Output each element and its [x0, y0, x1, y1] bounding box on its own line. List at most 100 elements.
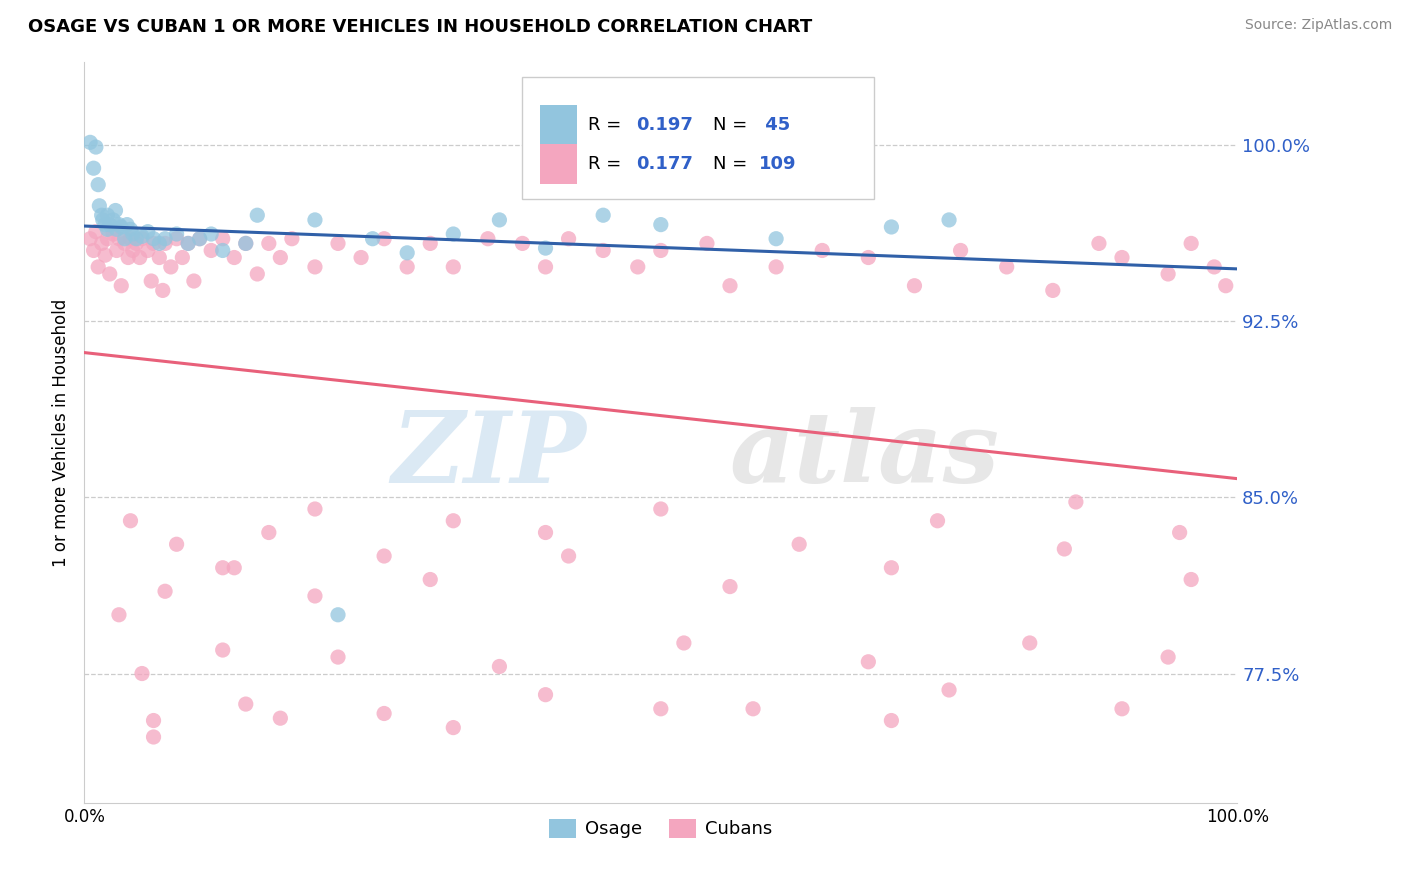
Point: [166, 537, 188, 551]
Text: atlas: atlas: [730, 407, 1000, 503]
Point: [177, 236, 200, 251]
Point: [115, 218, 138, 232]
Point: [396, 245, 419, 260]
Point: [257, 236, 280, 251]
Point: [188, 232, 211, 246]
Point: [104, 203, 127, 218]
Point: [488, 659, 510, 673]
Point: [87, 260, 110, 274]
Point: [880, 561, 903, 575]
Point: [121, 244, 143, 258]
Point: [419, 236, 441, 251]
Point: [1042, 284, 1064, 298]
Text: R =: R =: [588, 116, 627, 134]
Point: [627, 260, 650, 274]
Point: [84, 140, 107, 154]
Point: [114, 236, 136, 251]
Point: [142, 714, 165, 728]
FancyBboxPatch shape: [540, 104, 576, 145]
Point: [160, 260, 183, 274]
Point: [90, 236, 112, 251]
Point: [246, 208, 269, 222]
Point: [153, 236, 176, 251]
Point: [742, 702, 765, 716]
Point: [177, 236, 200, 251]
Point: [765, 260, 787, 274]
Point: [326, 607, 349, 622]
Point: [153, 232, 176, 246]
Point: [1111, 251, 1133, 265]
Point: [557, 232, 579, 246]
Point: [200, 227, 222, 241]
Point: [350, 251, 373, 265]
Point: [125, 232, 148, 246]
Point: [89, 199, 111, 213]
Point: [188, 232, 211, 246]
Point: [131, 232, 153, 246]
Point: [142, 232, 165, 246]
Point: [326, 650, 349, 665]
Point: [1180, 573, 1202, 587]
Point: [148, 251, 170, 265]
Point: [304, 213, 326, 227]
Point: [152, 284, 174, 298]
Point: [83, 161, 105, 176]
Text: OSAGE VS CUBAN 1 OR MORE VEHICLES IN HOUSEHOLD CORRELATION CHART: OSAGE VS CUBAN 1 OR MORE VEHICLES IN HOU…: [28, 18, 813, 36]
Point: [96, 232, 118, 246]
Point: [110, 219, 132, 234]
Point: [441, 514, 464, 528]
Point: [1168, 525, 1191, 540]
Point: [1180, 236, 1202, 251]
Point: [811, 244, 834, 258]
Point: [1088, 236, 1111, 251]
Text: 0.197: 0.197: [637, 116, 693, 134]
Point: [79, 136, 101, 150]
Point: [120, 514, 142, 528]
Point: [534, 260, 557, 274]
Point: [224, 251, 246, 265]
Point: [94, 248, 117, 262]
Point: [125, 236, 148, 251]
Point: [995, 260, 1018, 274]
Point: [103, 227, 124, 241]
Point: [224, 561, 246, 575]
Point: [148, 236, 170, 251]
Point: [373, 232, 395, 246]
Point: [880, 219, 903, 234]
Point: [211, 232, 233, 246]
Point: [87, 178, 110, 192]
Text: ZIP: ZIP: [391, 407, 586, 503]
Point: [534, 688, 557, 702]
Point: [858, 251, 880, 265]
Point: [361, 232, 384, 246]
Point: [246, 267, 269, 281]
Point: [211, 643, 233, 657]
Point: [90, 208, 112, 222]
Point: [269, 251, 291, 265]
Point: [903, 278, 925, 293]
Point: [672, 636, 695, 650]
Point: [94, 218, 117, 232]
Point: [117, 251, 139, 265]
Point: [142, 730, 165, 744]
Text: R =: R =: [588, 154, 627, 172]
Point: [96, 208, 118, 222]
Point: [373, 706, 395, 721]
Point: [488, 213, 510, 227]
Point: [114, 232, 136, 246]
Point: [110, 278, 132, 293]
Point: [136, 225, 159, 239]
Point: [142, 236, 165, 251]
Point: [1111, 702, 1133, 716]
Point: [650, 702, 672, 716]
Point: [211, 244, 233, 258]
Point: [128, 251, 150, 265]
Point: [1018, 636, 1040, 650]
Point: [98, 267, 121, 281]
Point: [83, 244, 105, 258]
Point: [257, 525, 280, 540]
Point: [592, 208, 614, 222]
Point: [1064, 495, 1087, 509]
Point: [534, 241, 557, 255]
Point: [938, 213, 960, 227]
